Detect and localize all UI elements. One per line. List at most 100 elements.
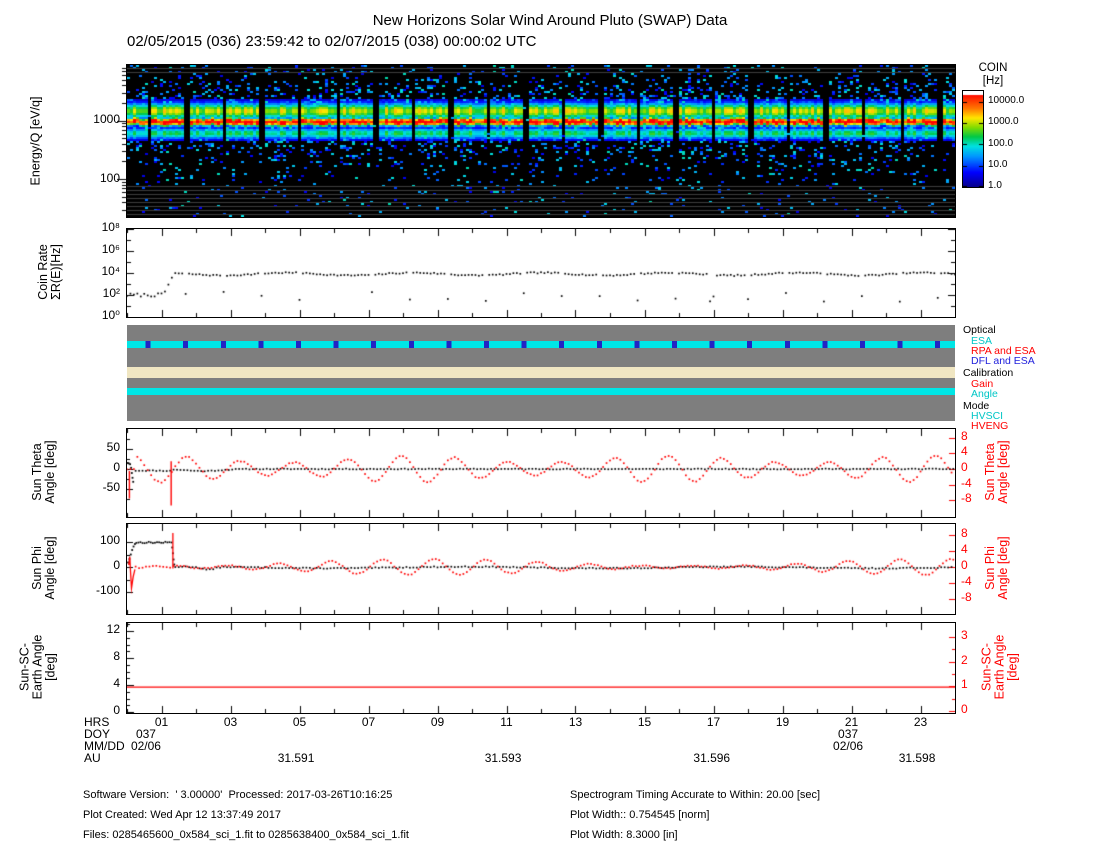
energy-axis-label: Energy/Q [eV/q]: [28, 96, 43, 186]
hrs-tick-label: 19: [775, 715, 790, 729]
suntheta-left-tick-label: -50: [102, 480, 120, 494]
energy-tick-label: 1000: [93, 112, 120, 126]
au-label: 31.598: [898, 751, 936, 765]
cbar-tick-label: 1000.0: [988, 116, 1019, 127]
status-legend-esa: ESA: [971, 335, 993, 347]
suntheta-right-tick-label: 4: [961, 444, 968, 458]
status-legend-hvsci: HVSCI: [971, 410, 1004, 422]
sunscearth-axis-label: Sun-SC- Earth Angle [deg]: [18, 635, 58, 700]
footer-files: Files: 0285465600_0x584_sci_1.fit to 028…: [83, 829, 409, 841]
sunscearth-axis-label-line3: [deg]: [43, 653, 58, 681]
hrs-tick-label: 05: [292, 715, 307, 729]
au-label: 31.596: [693, 751, 731, 765]
plot-subtitle: 02/05/2015 (036) 23:59:42 to 02/07/2015 …: [127, 33, 537, 50]
sunphi-right-tick-label: 8: [961, 526, 968, 540]
doy-label: 037: [135, 727, 156, 741]
colorbar-canvas: [963, 91, 983, 187]
colorbar-units: [Hz]: [982, 75, 1004, 87]
xaxis-row-label: DOY: [84, 727, 111, 741]
status-legend-rpa-and-esa: RPA and ESA: [971, 345, 1036, 357]
coinrate-canvas: [127, 229, 955, 317]
energy-axis-label-text: Energy/Q [eV/q]: [28, 96, 43, 186]
footer-plot-width-norm: Plot Width:: 0.754545 [norm]: [570, 809, 710, 821]
mode-hvsci-bar: [127, 388, 955, 395]
coinrate-tick-label: 10⁰: [101, 308, 120, 322]
status-panel: [127, 325, 955, 421]
suntheta-right-tick-label: -8: [961, 491, 972, 505]
hrs-tick-label: 09: [430, 715, 445, 729]
suntheta-canvas: [127, 429, 955, 517]
sunphi-left-tick-label: -100: [95, 583, 120, 597]
hrs-tick-label: 23: [913, 715, 928, 729]
suntheta-panel: [126, 428, 956, 518]
calibration-bar: [127, 367, 955, 378]
xaxis-row-label: MM/DD: [84, 739, 125, 753]
hrs-tick-label: 15: [637, 715, 652, 729]
hrs-tick-label: 01: [154, 715, 169, 729]
suntheta-left-tick-label: 50: [106, 440, 120, 454]
colorbar-panel: [962, 90, 984, 188]
suntheta-left-tick-label: 0: [113, 460, 120, 474]
sunscearth-right-tick-label: 0: [961, 702, 968, 716]
suntheta-right-tick-label: 8: [961, 429, 968, 443]
suntheta-right-tick-label: -4: [961, 476, 972, 490]
doy-label: 037: [838, 727, 859, 741]
sunphi-panel: [126, 523, 956, 615]
sunphi-left-tick-label: 0: [113, 558, 120, 572]
sunscearth-left-tick-label: 12: [106, 622, 120, 636]
xaxis-row-label: AU: [84, 751, 101, 765]
energy-axis-minor-ticks: [117, 65, 126, 217]
energy-tick-label: 100: [99, 171, 120, 185]
plot-title: New Horizons Solar Wind Around Pluto (SW…: [372, 12, 728, 29]
coinrate-tick-label: 10⁴: [101, 264, 120, 278]
status-legend-mode: Mode: [963, 400, 990, 412]
mmdd-label: 02/06: [130, 739, 161, 753]
sunphi-canvas: [127, 524, 955, 614]
colorbar-title: COIN: [978, 62, 1008, 74]
sunphi-axis-label-line2: Angle [deg]: [43, 536, 57, 600]
hrs-tick-label: 07: [361, 715, 376, 729]
sunscearth-left-tick-label: 0: [113, 703, 120, 717]
spectrogram-panel: [126, 64, 956, 218]
cbar-tick-label: 10.0: [988, 159, 1008, 170]
sunphi-right-tick-label: -8: [961, 590, 972, 604]
coinrate-axis-label: Coin Rate ΣR(E)[Hz]: [36, 244, 63, 300]
sunscearth-right-axis-label-line3: [deg]: [1005, 653, 1020, 681]
cbar-tick-label: 100.0: [988, 138, 1014, 149]
status-legend-calibration: Calibration: [963, 367, 1014, 379]
sunscearth-left-tick-label: 4: [113, 676, 120, 690]
spectrogram-canvas: [127, 65, 955, 217]
coinrate-tick-label: 10⁶: [101, 242, 120, 256]
hrs-tick-label: 11: [500, 715, 513, 729]
suntheta-right-tick-label: 0: [961, 460, 968, 474]
sunphi-axis-label: Sun Phi Angle [deg]: [30, 536, 57, 600]
coinrate-axis-label-line2: ΣR(E)[Hz]: [49, 244, 63, 300]
hrs-tick-label: 17: [706, 715, 721, 729]
sunscearth-canvas: [127, 623, 955, 713]
footer-software-version: Software Version: ' 3.00000' Processed: …: [83, 789, 393, 801]
coinrate-tick-label: 10⁸: [101, 220, 120, 234]
coinrate-panel: [126, 228, 956, 318]
xaxis-row-label: HRS: [84, 715, 110, 729]
coinrate-tick-label: 10²: [102, 286, 120, 300]
hrs-tick-label: 21: [844, 715, 859, 729]
suntheta-axis-label: Sun Theta Angle [deg]: [30, 440, 57, 503]
sunscearth-right-tick-label: 3: [961, 628, 968, 642]
status-legend-dfl-and-esa: DFL and ESA: [971, 355, 1035, 367]
status-legend-angle: Angle: [971, 388, 998, 400]
mmdd-label: 02/06: [833, 739, 864, 753]
sunphi-right-tick-label: 0: [961, 558, 968, 572]
sunphi-right-axis-label-line2: Angle [deg]: [996, 536, 1010, 600]
hrs-tick-label: 03: [223, 715, 238, 729]
suntheta-right-axis-label-line2: Angle [deg]: [996, 440, 1010, 504]
status-legend-optical: Optical: [963, 324, 996, 336]
sunphi-right-tick-label: -4: [961, 574, 972, 588]
au-label: 31.591: [277, 751, 315, 765]
footer-plot-created: Plot Created: Wed Apr 12 13:37:49 2017: [83, 809, 281, 821]
sunscearth-right-tick-label: 1: [961, 677, 968, 691]
footer-timing-accuracy: Spectrogram Timing Accurate to Within: 2…: [570, 789, 821, 801]
hrs-tick-label: 13: [568, 715, 583, 729]
status-legend-gain: Gain: [971, 378, 994, 390]
footer-plot-width-in: Plot Width: 8.3000 [in]: [570, 829, 678, 841]
